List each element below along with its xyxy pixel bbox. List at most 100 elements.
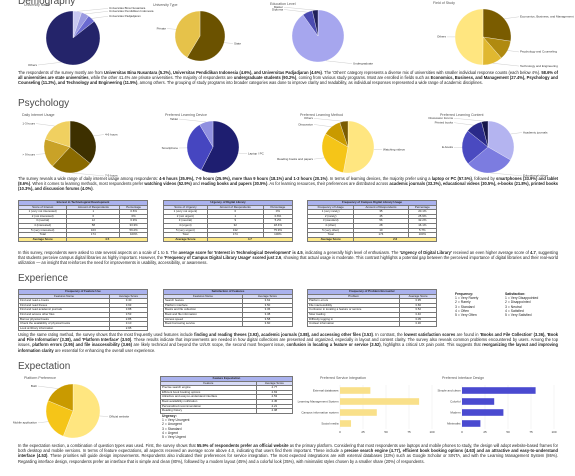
- leader-line: [37, 421, 49, 423]
- table-footer-row: Average Score 2.6: [306, 236, 437, 243]
- leader-line: [71, 172, 105, 177]
- legend: Satisfaction: 1 = Very Disappointed 2 = Di…: [505, 292, 538, 317]
- table-cell: 3.30: [399, 321, 437, 327]
- bold-text: Economics, Business, and Management (27.…: [18, 75, 559, 86]
- legend-title: Urgency:: [162, 414, 177, 418]
- pie-slice: [481, 120, 489, 148]
- text: Using the same rating method, the survey…: [18, 332, 195, 337]
- category-label: External databases: [313, 388, 339, 392]
- bar: [462, 420, 481, 427]
- pie-slice: [291, 9, 345, 63]
- chart-title: University Type: [153, 3, 178, 7]
- text: as the primary platform. Considering tha…: [18, 443, 558, 454]
- paragraph: The survey reveals a wide range of daily…: [18, 176, 558, 192]
- leader-line: [224, 42, 234, 44]
- leader-line: [166, 28, 176, 30]
- bold-text: reorganizing the layout and improving in…: [18, 342, 558, 353]
- text: are found in: [455, 332, 480, 337]
- slice-label: Educational videos: [523, 174, 549, 178]
- legend-item: 3 = Standard: [162, 426, 182, 431]
- pie-slice: [199, 120, 214, 148]
- slice-label: Both: [31, 384, 38, 388]
- x-tick-label: 75: [407, 430, 411, 434]
- bold-text: reading books and papers (30.5%): [200, 181, 268, 187]
- x-tick-label: 0: [339, 430, 341, 434]
- slice-label: Printed books: [435, 120, 454, 124]
- bold-text: laptop or PC (57.5%): [431, 176, 472, 181]
- text: , followed by: [471, 176, 497, 181]
- table-footer-row: Average Score 4.7: [163, 236, 294, 243]
- category-label: Modern: [450, 410, 461, 414]
- table-footer-row: Average Score 4.5: [17, 236, 148, 243]
- chart-title: Daily Internet Usage: [22, 113, 55, 117]
- text: . The 'Others' category represents a div…: [321, 70, 542, 75]
- data-table: Frequency of Problem Encounter Problem Ave…: [306, 289, 437, 327]
- legend-item: 4 = Urgent: [162, 430, 178, 435]
- data-table: Urgency of Digital Library Score of Urgen…: [163, 200, 294, 243]
- leader-line: [510, 132, 523, 135]
- pie-slice: [52, 146, 91, 174]
- leader-line: [453, 118, 485, 122]
- chart-title: Platform Preference: [24, 376, 56, 380]
- pie-slice: [461, 130, 489, 164]
- leader-line: [85, 11, 109, 15]
- bar: [340, 420, 352, 427]
- leader-line: [238, 152, 248, 154]
- leader-line: [325, 60, 353, 64]
- text: , indicating a generally high level of e…: [302, 250, 400, 255]
- text: , among others. The grouping of study pr…: [137, 80, 483, 86]
- category-label: Colorful: [450, 399, 461, 403]
- bar: [462, 409, 504, 416]
- slice-label: 4-6 hours: [105, 132, 118, 136]
- chart-title: Preferred Interface Design: [442, 376, 484, 380]
- text: received an even higher average score of: [451, 250, 531, 255]
- bold-text: 4.7: [530, 250, 536, 255]
- leader-line: [313, 118, 344, 122]
- legend-item: 1 = Very Unurgent: [162, 418, 190, 423]
- category-label: Social media: [321, 421, 339, 425]
- table-row: Reading history 4.08: [160, 408, 294, 414]
- legend-item: 4 = Satisfied: [505, 308, 524, 313]
- leader-line: [492, 63, 520, 67]
- table-footer-cell: Average Score: [163, 236, 208, 243]
- slice-label: 1-3 hours: [22, 121, 35, 125]
- slice-label: Others: [437, 35, 447, 39]
- text: The respondents of the survey mostly are…: [18, 70, 105, 75]
- leader-line: [504, 16, 520, 19]
- table-cell: 3.60: [241, 321, 294, 327]
- table-footer-cell: Average Score: [17, 236, 68, 243]
- slice-label: Tablet: [170, 117, 178, 121]
- slice-label: Master: [274, 5, 283, 9]
- leader-line: [37, 385, 58, 389]
- legend-title: Frequency:: [455, 292, 474, 296]
- table-row: Unclear information 3.30: [306, 321, 437, 327]
- slice-label: Technology and Engineering: [520, 64, 558, 68]
- bar: [340, 409, 377, 416]
- legend-item: 3 = Neutral: [505, 304, 522, 309]
- pie-slice: [63, 383, 101, 439]
- slice-label: Smartphone: [162, 146, 179, 150]
- slice-label: Private: [157, 26, 167, 30]
- table-row: Book borrowing service 3.60: [163, 321, 294, 327]
- table-cell: Reading history: [160, 408, 257, 414]
- text: , coming from various study programs. Mo…: [296, 75, 431, 81]
- text: . These results indicate that improvemen…: [18, 337, 558, 348]
- chart-title: Preferred Learning Device: [165, 113, 207, 117]
- legend-item: 1 = Very Disappointed: [505, 296, 539, 301]
- table-cell: Look at library information: [17, 325, 111, 332]
- text: , while the other 41.4% are private univ…: [88, 75, 234, 81]
- bold-text: 58.6% of all universities are state univ…: [18, 70, 559, 81]
- bar: [462, 398, 495, 405]
- x-tick-label: 75: [529, 430, 533, 434]
- leader-line: [37, 62, 62, 66]
- table-footer-cell: 2.6: [353, 236, 437, 243]
- slice-label: State: [234, 41, 241, 45]
- legend-item: 5 = Very Often: [455, 313, 477, 318]
- leader-line: [93, 134, 105, 136]
- slice-label: Economics, Business, and Management: [520, 15, 574, 19]
- legend-item: 2 = Unurgent: [162, 422, 182, 427]
- leader-line: [99, 415, 109, 417]
- slice-label: Discussion: [298, 122, 313, 126]
